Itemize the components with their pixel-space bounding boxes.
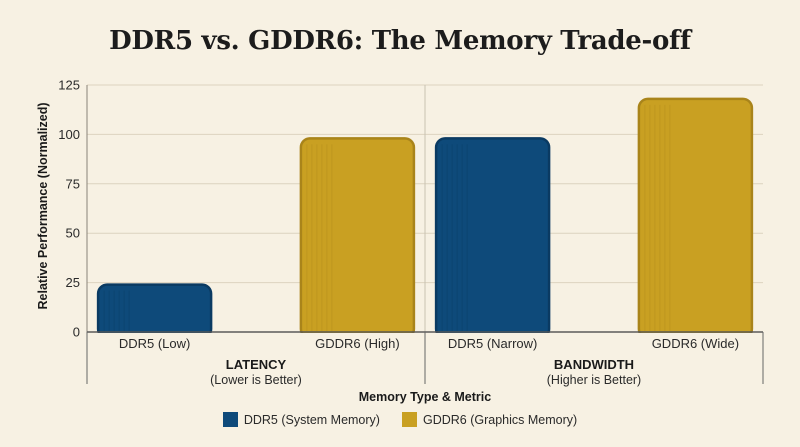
legend-label: DDR5 (System Memory) — [243, 412, 380, 427]
y-tick-label: 0 — [73, 325, 80, 340]
legend-item-ddr5: DDR5 (System Memory) — [222, 412, 380, 427]
legend-swatch — [401, 412, 417, 427]
legend: DDR5 (System Memory) GDDR6 (Graphics Memo… — [0, 412, 800, 427]
group-sublabel: (Higher is Better) — [547, 373, 641, 387]
bar-ddr5 — [96, 283, 213, 340]
y-tick-label: 50 — [66, 226, 80, 241]
category-label: GDDR6 (Wide) — [652, 336, 739, 351]
y-tick-label: 100 — [58, 127, 80, 142]
bar-gddr6 — [637, 97, 754, 340]
category-label: DDR5 (Narrow) — [448, 336, 538, 351]
x-axis-title: Memory Type & Metric — [359, 390, 491, 404]
legend-label: GDDR6 (Graphics Memory) — [422, 412, 578, 427]
group-label: LATENCY — [226, 357, 287, 372]
bar-ddr5 — [434, 137, 551, 340]
category-label: DDR5 (Low) — [119, 336, 191, 351]
group-label: BANDWIDTH — [554, 357, 634, 372]
y-tick-label: 75 — [66, 176, 80, 191]
category-label: GDDR6 (High) — [315, 336, 400, 351]
chart-title: DDR5 vs. GDDR6: The Memory Trade-off — [109, 26, 691, 56]
y-axis-title: Relative Performance (Normalized) — [36, 102, 50, 309]
legend-item-gddr6: GDDR6 (Graphics Memory) — [401, 412, 578, 427]
y-tick-label: 125 — [58, 78, 80, 93]
group-sublabel: (Lower is Better) — [210, 373, 302, 387]
legend-swatch — [222, 412, 238, 427]
bar-gddr6 — [299, 137, 416, 340]
y-tick-label: 25 — [66, 275, 80, 290]
